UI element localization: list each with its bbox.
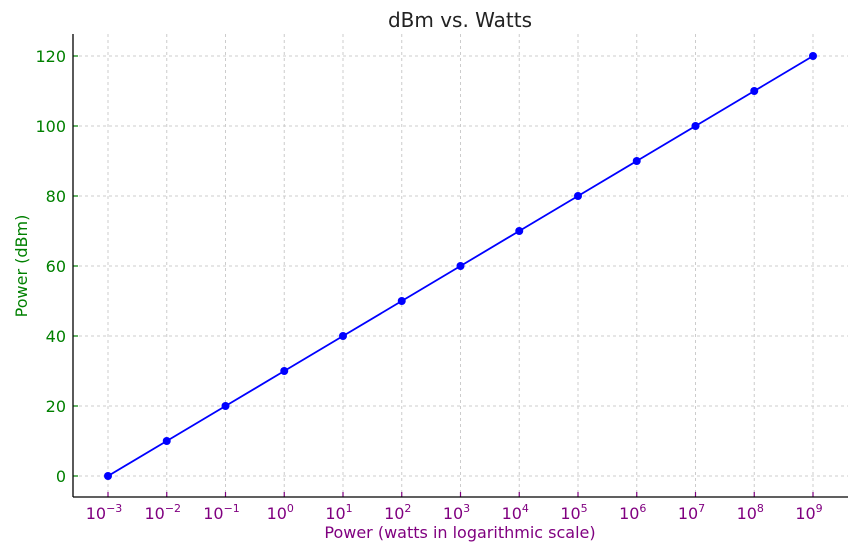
data-point — [221, 402, 230, 410]
data-point — [750, 87, 759, 95]
x-tick-exponent: −1 — [224, 502, 240, 515]
x-tick-label: 106 — [619, 502, 646, 523]
data-point — [574, 192, 582, 200]
x-tick-label: 107 — [678, 502, 705, 523]
y-tick-label: 120 — [35, 47, 66, 66]
x-tick-exponent: −3 — [106, 502, 122, 515]
x-tick-exponent: 6 — [639, 502, 646, 515]
x-tick-exponent: 3 — [463, 502, 470, 515]
x-axis-label: Power (watts in logarithmic scale) — [324, 523, 595, 542]
x-tick-label: 104 — [502, 502, 529, 523]
data-point — [162, 437, 171, 445]
data-point — [632, 157, 641, 165]
y-tick-label: 80 — [46, 187, 66, 206]
data-point — [339, 332, 347, 340]
x-tick-label: 10−2 — [144, 502, 181, 523]
data-point — [397, 297, 406, 305]
x-tick-exponent: 5 — [581, 502, 588, 515]
x-tick-exponent: 7 — [698, 502, 705, 515]
grid — [73, 34, 848, 497]
x-tick-label: 102 — [384, 502, 411, 523]
x-tick-exponent: 0 — [287, 502, 294, 515]
y-tick-label: 0 — [56, 467, 66, 486]
x-tick-exponent: 8 — [757, 502, 764, 515]
data-point — [456, 262, 465, 270]
x-tick-label: 101 — [325, 502, 352, 523]
x-tick-label: 105 — [560, 502, 587, 523]
x-tick-label: 103 — [443, 502, 470, 523]
series-dbm — [104, 52, 817, 480]
x-tick-label: 109 — [795, 502, 822, 523]
x-tick-exponent: 4 — [522, 502, 529, 515]
data-point — [515, 227, 524, 235]
data-point — [104, 472, 112, 480]
data-point — [691, 122, 700, 130]
y-tick-label: 20 — [46, 397, 66, 416]
x-tick-exponent: 9 — [816, 502, 823, 515]
x-tick-label: 108 — [737, 502, 764, 523]
x-tick-label: 10−1 — [203, 502, 240, 523]
x-tick-exponent: 1 — [346, 502, 353, 515]
chart-title: dBm vs. Watts — [388, 8, 532, 32]
x-tick-label: 100 — [267, 502, 294, 523]
x-tick-exponent: −2 — [165, 502, 181, 515]
x-tick-label: 10−3 — [86, 502, 123, 523]
y-axis-label: Power (dBm) — [12, 215, 31, 318]
y-tick-label: 40 — [46, 327, 66, 346]
y-tick-label: 60 — [46, 257, 66, 276]
data-point — [809, 52, 817, 60]
data-point — [280, 367, 289, 375]
x-tick-exponent: 2 — [404, 502, 411, 515]
y-tick-label: 100 — [35, 117, 66, 136]
